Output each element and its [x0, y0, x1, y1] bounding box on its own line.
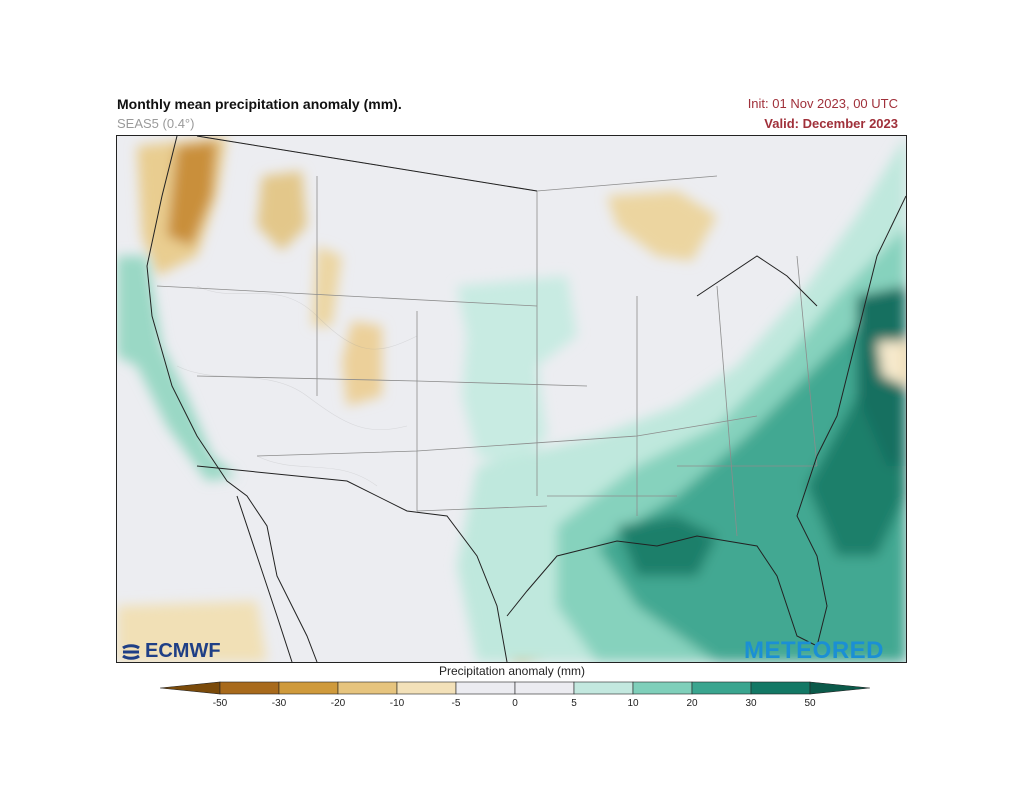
colorbar-extend-high: [809, 681, 870, 695]
colorbar-tick-label: 30: [745, 698, 757, 709]
colorbar: [160, 681, 870, 695]
colorbar-tick-label: 5: [571, 698, 577, 709]
map-title: Monthly mean precipitation anomaly (mm).: [117, 96, 402, 112]
colorbar-segment: [455, 681, 516, 695]
model-label: SEAS5 (0.4°): [117, 116, 195, 131]
colorbar-segment: [278, 681, 339, 695]
colorbar-tick-label: -20: [330, 698, 346, 709]
colorbar-segment: [691, 681, 752, 695]
coastlines: [146, 136, 906, 662]
colorbar-segment: [514, 681, 575, 695]
colorbar-segment: [396, 681, 457, 695]
colorbar-tick-label: -5: [451, 698, 461, 709]
colorbar-segment: [573, 681, 634, 695]
colorbar-segment: [632, 681, 693, 695]
colorbar-tick-label: 20: [686, 698, 698, 709]
init-date: Init: 01 Nov 2023, 00 UTC: [747, 96, 898, 111]
precipitation-anomaly-map: [116, 135, 907, 663]
valid-date: Valid: December 2023: [764, 116, 898, 131]
ecmwf-mark-icon: [122, 643, 140, 660]
wet-anomaly-areas: [117, 136, 906, 662]
colorbar-tick-label: -50: [212, 698, 228, 709]
colorbar-tick-label: -30: [271, 698, 287, 709]
colorbar-tick-label: 0: [512, 698, 518, 709]
colorbar-segment: [219, 681, 280, 695]
ecmwf-logo-text: ECMWF: [145, 640, 221, 662]
ecmwf-logo: ECMWF: [120, 640, 221, 663]
colorbar-segment: [750, 681, 811, 695]
colorbar-tick-label: 50: [804, 698, 816, 709]
colorbar-tick-label: 10: [627, 698, 639, 709]
meteored-logo: METEORED: [744, 637, 885, 664]
colorbar-extend-low: [160, 681, 221, 695]
state-borders: [156, 136, 818, 537]
colorbar-title: Precipitation anomaly (mm): [438, 664, 586, 678]
colorbar-tick-label: -10: [389, 698, 405, 709]
colorbar-segment: [337, 681, 398, 695]
